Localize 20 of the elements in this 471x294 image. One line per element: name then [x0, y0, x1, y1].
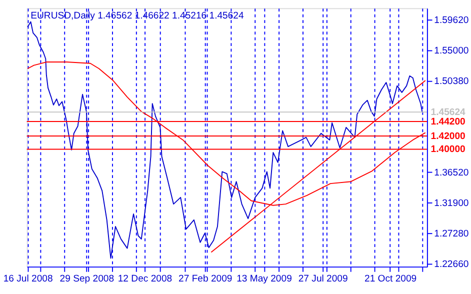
- x-tick-label: 29 Sep 2008: [60, 273, 114, 284]
- x-tick-label: 27 Jul 2009: [298, 273, 348, 284]
- y-tick-label: 1.59620: [434, 14, 469, 26]
- ref-line-label: 1.40000: [430, 144, 466, 156]
- x-tick-label: 27 Feb 2009: [178, 273, 232, 284]
- ref-line-label: 1.44200: [430, 116, 466, 128]
- chart-title: EURUSD,Daily 1.46562 1.46622 1.45216 1.45624: [30, 10, 244, 22]
- x-tick-label: 16 Jul 2008: [3, 273, 53, 284]
- ref-line-label: 1.42000: [430, 130, 466, 142]
- x-tick-label: 13 May 2009: [236, 273, 292, 284]
- y-tick-label: 1.27280: [434, 228, 469, 240]
- line-series: [27, 21, 423, 259]
- y-tick-label: 1.50380: [434, 76, 469, 88]
- x-tick-label: 21 Oct 2009: [364, 273, 417, 284]
- x-tick-label: 12 Dec 2008: [118, 273, 172, 284]
- y-tick-label: 1.22660: [434, 259, 469, 270]
- y-tick-label: 1.31900: [434, 198, 469, 210]
- y-tick-label: 1.55000: [434, 45, 469, 56]
- y-tick-label: 1.36520: [434, 168, 469, 179]
- ref-line-label: 1.45624: [430, 106, 466, 118]
